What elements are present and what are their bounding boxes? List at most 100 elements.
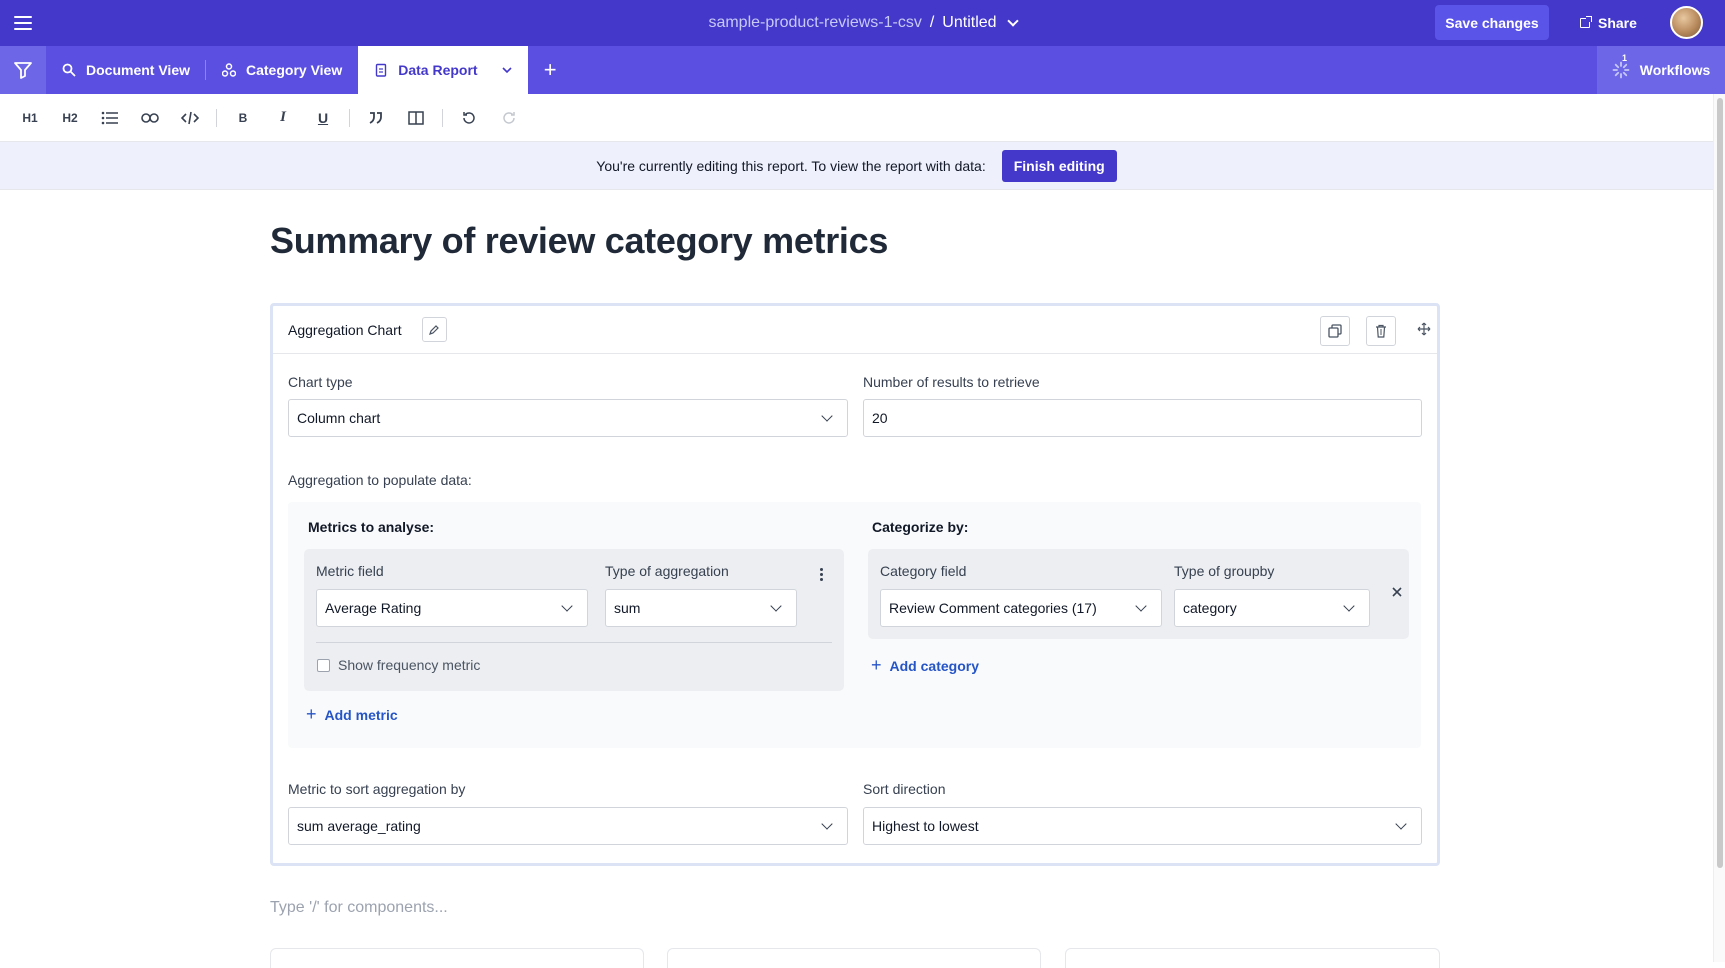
chevron-down-icon bbox=[821, 818, 833, 830]
columns-button[interactable] bbox=[396, 102, 436, 134]
report-icon bbox=[376, 63, 387, 77]
toolbar-divider bbox=[349, 108, 350, 127]
tab-label: Category View bbox=[246, 62, 343, 78]
chevron-down-icon bbox=[770, 600, 782, 612]
component-card-3[interactable] bbox=[1065, 948, 1440, 968]
chevron-down-icon[interactable] bbox=[1006, 14, 1019, 27]
heading2-button[interactable]: H2 bbox=[62, 110, 78, 125]
code-button[interactable] bbox=[170, 102, 210, 134]
sort-metric-label: Metric to sort aggregation by bbox=[288, 781, 466, 797]
link-button[interactable] bbox=[130, 102, 170, 134]
card-header: Aggregation Chart bbox=[273, 306, 1437, 354]
search-icon bbox=[62, 63, 76, 77]
aggregation-type-select[interactable]: sum bbox=[605, 589, 797, 627]
heading1-button[interactable]: H1 bbox=[22, 110, 38, 125]
add-metric-label: Add metric bbox=[324, 706, 398, 723]
sort-metric-select[interactable]: sum average_rating bbox=[288, 807, 848, 845]
scrollbar[interactable] bbox=[1713, 94, 1725, 962]
category-field-value: Review Comment categories (17) bbox=[889, 600, 1097, 616]
chevron-down-icon bbox=[1135, 600, 1147, 612]
hamburger-menu-icon[interactable] bbox=[12, 12, 34, 34]
redo-button[interactable] bbox=[489, 102, 529, 134]
aggregation-panel: Metrics to analyse: Categorize by: Metri… bbox=[288, 502, 1421, 748]
bullet-list-button[interactable] bbox=[90, 102, 130, 134]
metric-field-value: Average Rating bbox=[325, 600, 422, 616]
page-title[interactable]: Summary of review category metrics bbox=[270, 220, 889, 261]
document-name[interactable]: Untitled bbox=[942, 14, 997, 31]
list-icon bbox=[101, 111, 118, 124]
breadcrumb-separator: / bbox=[929, 14, 935, 31]
workflows-label: Workflows bbox=[1639, 62, 1711, 78]
dataset-name[interactable]: sample-product-reviews-1-csv bbox=[708, 14, 922, 31]
quote-button[interactable] bbox=[356, 102, 396, 134]
metric-field-label: Metric field bbox=[316, 563, 384, 579]
trash-icon bbox=[1376, 324, 1386, 338]
undo-button[interactable] bbox=[449, 102, 489, 134]
spinner-icon bbox=[1612, 61, 1630, 79]
editor-toolbar: H1 H2 B I U bbox=[0, 94, 1713, 142]
copy-icon bbox=[1328, 324, 1342, 338]
add-metric-button[interactable]: + Add metric bbox=[306, 704, 398, 725]
bold-button[interactable]: B bbox=[238, 110, 248, 125]
add-tab-button[interactable]: + bbox=[543, 57, 557, 82]
chart-type-select[interactable]: Column chart bbox=[288, 399, 848, 437]
category-field-select[interactable]: Review Comment categories (17) bbox=[880, 589, 1162, 627]
toolbar-divider bbox=[442, 108, 443, 127]
avatar[interactable] bbox=[1670, 6, 1703, 39]
component-card-2[interactable] bbox=[667, 948, 1041, 968]
add-category-button[interactable]: + Add category bbox=[871, 655, 979, 676]
tab-bar: Document View Category View Data Report … bbox=[0, 46, 1725, 94]
results-label: Number of results to retrieve bbox=[863, 374, 1040, 390]
chart-type-label: Chart type bbox=[288, 374, 353, 390]
tab-category-view[interactable]: Category View bbox=[206, 46, 358, 94]
undo-icon bbox=[463, 111, 475, 124]
metrics-heading: Metrics to analyse: bbox=[308, 519, 435, 535]
link-icon bbox=[141, 112, 159, 123]
underline-button[interactable]: U bbox=[317, 109, 329, 126]
workflows-badge: 1 bbox=[1622, 53, 1628, 63]
categorize-heading: Categorize by: bbox=[872, 519, 969, 535]
category-icon bbox=[222, 63, 236, 77]
sort-direction-select[interactable]: Highest to lowest bbox=[863, 807, 1422, 845]
redo-icon bbox=[503, 111, 515, 124]
editing-banner: You're currently editing this report. To… bbox=[0, 142, 1713, 190]
top-bar: sample-product-reviews-1-csv / Untitled … bbox=[0, 0, 1725, 46]
sort-direction-label: Sort direction bbox=[863, 781, 946, 797]
italic-button[interactable]: I bbox=[280, 109, 286, 125]
sort-metric-value: sum average_rating bbox=[297, 818, 421, 834]
category-field-label: Category field bbox=[880, 563, 967, 579]
component-placeholder[interactable]: Type '/' for components... bbox=[270, 899, 448, 916]
aggregation-label: Aggregation to populate data: bbox=[288, 472, 472, 488]
chevron-down-icon bbox=[1343, 600, 1355, 612]
frequency-checkbox[interactable] bbox=[317, 659, 330, 672]
toolbar-divider bbox=[216, 108, 217, 127]
metric-field-select[interactable]: Average Rating bbox=[316, 589, 588, 627]
share-button[interactable]: Share bbox=[1580, 5, 1637, 40]
quote-icon bbox=[369, 111, 382, 124]
save-changes-button[interactable]: Save changes bbox=[1435, 5, 1549, 40]
tab-document-view[interactable]: Document View bbox=[46, 46, 206, 94]
groupby-select[interactable]: category bbox=[1174, 589, 1370, 627]
chevron-down-icon[interactable] bbox=[502, 66, 512, 74]
remove-category-icon[interactable] bbox=[1391, 585, 1403, 603]
add-category-label: Add category bbox=[889, 657, 979, 674]
chevron-down-icon bbox=[821, 410, 833, 422]
delete-button[interactable] bbox=[1366, 316, 1396, 346]
drag-handle-icon[interactable] bbox=[1417, 322, 1431, 339]
workflows-button[interactable]: 1 Workflows bbox=[1597, 46, 1725, 94]
chart-type-value: Column chart bbox=[297, 410, 381, 426]
scrollbar-thumb[interactable] bbox=[1717, 98, 1723, 868]
code-icon bbox=[181, 111, 199, 124]
plus-icon: + bbox=[306, 704, 317, 724]
filter-button[interactable] bbox=[0, 46, 46, 94]
finish-editing-button[interactable]: Finish editing bbox=[1001, 149, 1117, 182]
more-options-icon[interactable] bbox=[820, 566, 826, 583]
divider bbox=[316, 642, 832, 643]
pencil-icon bbox=[429, 324, 439, 335]
component-card-1[interactable] bbox=[270, 948, 644, 968]
banner-text: You're currently editing this report. To… bbox=[596, 157, 986, 174]
duplicate-button[interactable] bbox=[1320, 316, 1350, 346]
edit-title-button[interactable] bbox=[421, 317, 447, 342]
results-input[interactable]: 20 bbox=[863, 399, 1422, 437]
tab-data-report[interactable]: Data Report bbox=[358, 46, 529, 94]
